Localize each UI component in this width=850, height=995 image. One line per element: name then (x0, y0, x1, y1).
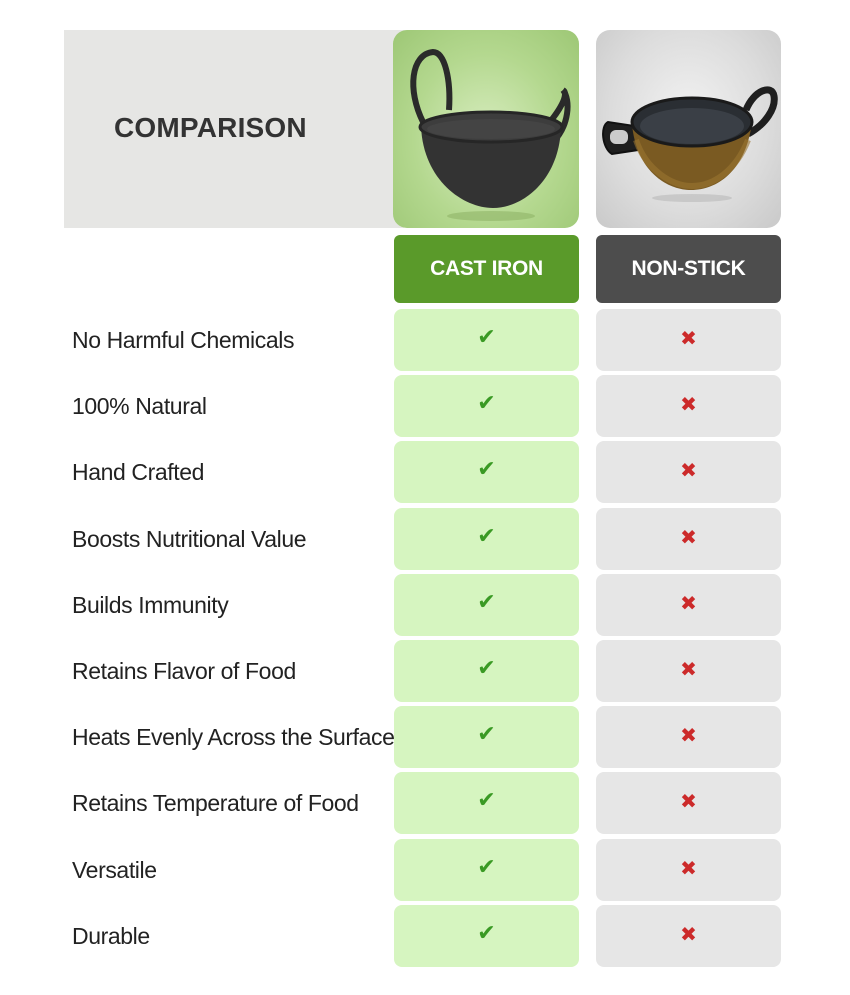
non-stick-cell: ✖ (596, 375, 781, 437)
non-stick-cell: ✖ (596, 309, 781, 371)
check-icon: ✔ (477, 787, 496, 813)
check-icon: ✔ (477, 390, 496, 416)
row-label: Heats Evenly Across the Surface (72, 723, 395, 750)
cross-icon: ✖ (680, 789, 697, 813)
cross-icon: ✖ (680, 591, 697, 615)
table-row: Boosts Nutritional Value ✔ ✖ (0, 508, 850, 570)
cross-icon: ✖ (680, 326, 697, 350)
row-label: Durable (72, 922, 150, 949)
cast-iron-cell: ✔ (394, 508, 579, 570)
check-icon: ✔ (477, 589, 496, 615)
cast-iron-cell: ✔ (394, 375, 579, 437)
cast-iron-cell: ✔ (394, 706, 579, 768)
column-header-cast-iron: CAST IRON (394, 235, 579, 303)
non-stick-cell: ✖ (596, 772, 781, 834)
cast-iron-cell: ✔ (394, 905, 579, 967)
table-row: Heats Evenly Across the Surface ✔ ✖ (0, 706, 850, 768)
non-stick-cell: ✖ (596, 574, 781, 636)
table-row: Versatile ✔ ✖ (0, 839, 850, 901)
non-stick-kadai-illustration (602, 86, 778, 202)
cast-iron-cell: ✔ (394, 839, 579, 901)
cast-iron-cell: ✔ (394, 772, 579, 834)
check-icon: ✔ (477, 456, 496, 482)
row-label: Builds Immunity (72, 591, 229, 618)
check-icon: ✔ (477, 920, 496, 946)
cross-icon: ✖ (680, 525, 697, 549)
table-row: Retains Temperature of Food ✔ ✖ (0, 772, 850, 834)
non-stick-cell: ✖ (596, 441, 781, 503)
non-stick-cell: ✖ (596, 905, 781, 967)
non-stick-cell: ✖ (596, 508, 781, 570)
check-icon: ✔ (477, 324, 496, 350)
header-band (64, 30, 404, 228)
table-row: Durable ✔ ✖ (0, 905, 850, 967)
page-title: COMPARISON (114, 112, 307, 143)
cross-icon: ✖ (680, 922, 697, 946)
non-stick-kadai-image (596, 30, 781, 228)
non-stick-cell: ✖ (596, 839, 781, 901)
cast-iron-kadai-illustration (410, 48, 571, 221)
cross-icon: ✖ (680, 856, 697, 880)
cast-iron-cell: ✔ (394, 309, 579, 371)
table-row: Retains Flavor of Food ✔ ✖ (0, 640, 850, 702)
non-stick-cell: ✖ (596, 706, 781, 768)
cast-iron-kadai-image (393, 30, 579, 228)
check-icon: ✔ (477, 721, 496, 747)
cast-iron-cell: ✔ (394, 574, 579, 636)
cross-icon: ✖ (680, 458, 697, 482)
cast-iron-cell: ✔ (394, 441, 579, 503)
check-icon: ✔ (477, 523, 496, 549)
row-label: Boosts Nutritional Value (72, 525, 307, 552)
table-row: 100% Natural ✔ ✖ (0, 375, 850, 437)
column-header-non-stick: NON-STICK (596, 235, 781, 303)
table-row: Hand Crafted ✔ ✖ (0, 441, 850, 503)
row-label: Retains Flavor of Food (72, 657, 296, 684)
cast-iron-cell: ✔ (394, 640, 579, 702)
row-label: Versatile (72, 856, 157, 883)
check-icon: ✔ (477, 854, 496, 880)
cross-icon: ✖ (680, 723, 697, 747)
cross-icon: ✖ (680, 657, 697, 681)
table-row: Builds Immunity ✔ ✖ (0, 574, 850, 636)
check-icon: ✔ (477, 655, 496, 681)
cross-icon: ✖ (680, 392, 697, 416)
row-label: No Harmful Chemicals (72, 326, 295, 353)
non-stick-cell: ✖ (596, 640, 781, 702)
table-row: No Harmful Chemicals ✔ ✖ (0, 309, 850, 371)
row-label: Retains Temperature of Food (72, 789, 359, 816)
row-label: 100% Natural (72, 392, 207, 419)
row-label: Hand Crafted (72, 458, 204, 485)
